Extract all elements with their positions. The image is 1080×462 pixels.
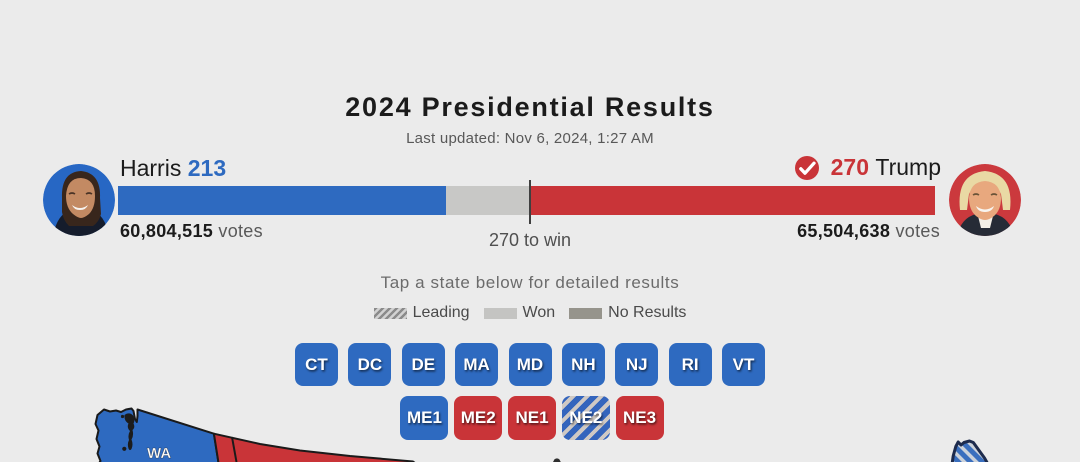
svg-text:WA: WA bbox=[147, 445, 171, 462]
